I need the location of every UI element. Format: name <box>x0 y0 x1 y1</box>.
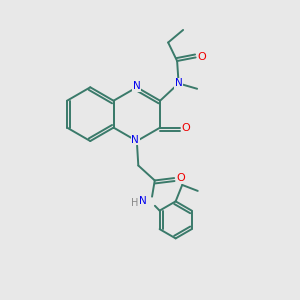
Text: H: H <box>131 199 138 208</box>
Text: O: O <box>182 123 190 133</box>
Text: N: N <box>139 196 147 206</box>
Text: O: O <box>176 173 185 183</box>
Text: N: N <box>131 135 139 145</box>
Text: N: N <box>133 81 141 91</box>
Text: O: O <box>198 52 207 62</box>
Text: N: N <box>175 78 182 88</box>
